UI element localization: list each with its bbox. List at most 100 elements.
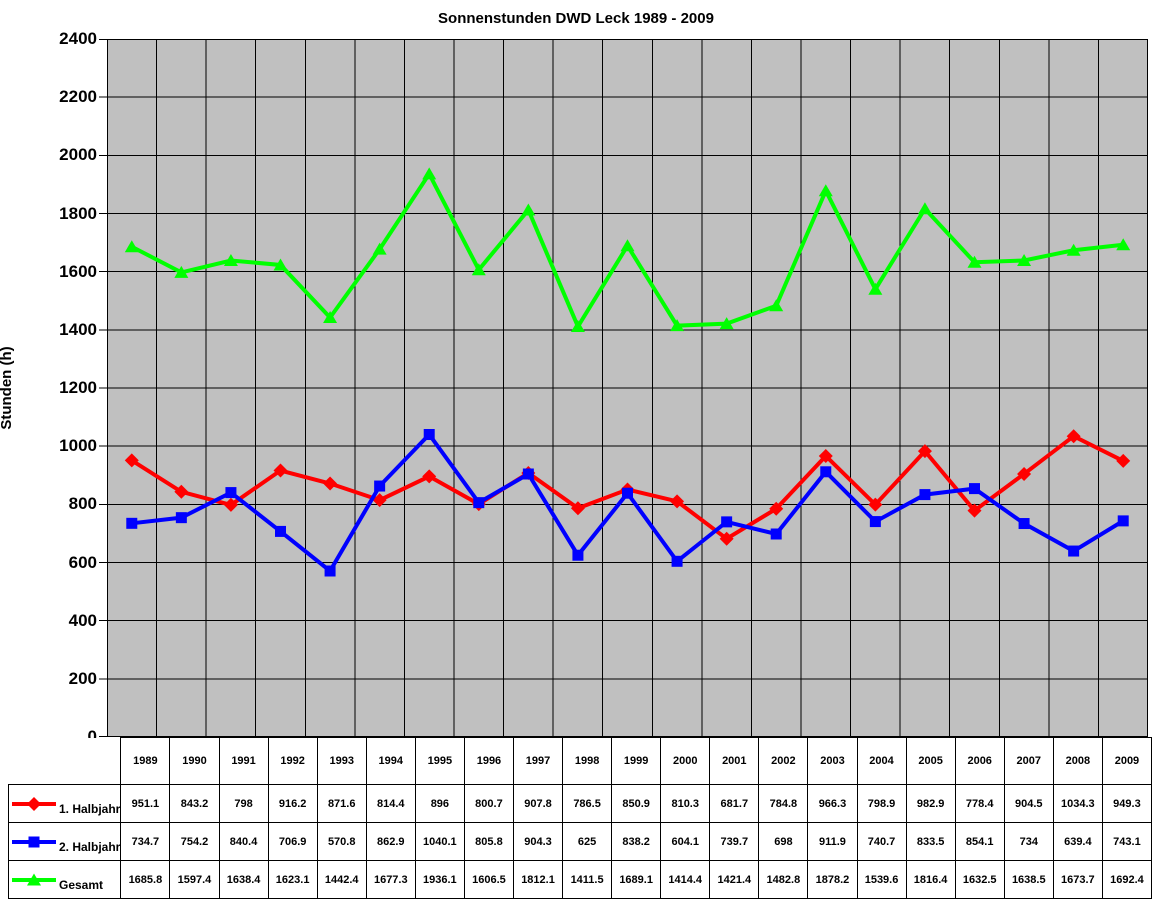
year-header-cell: 2001 [709,737,760,785]
value-cell: 625 [562,822,613,861]
year-header-cell: 2004 [856,737,907,785]
value-cell: 896 [414,784,465,823]
value-cell: 907.8 [512,784,564,823]
square-marker-icon [374,480,386,492]
diamond-marker-icon [719,531,734,546]
diamond-marker-icon [273,463,288,478]
triangle-marker-icon [769,299,784,312]
value-cell: 850.9 [611,784,662,823]
year-header-cell: 2007 [1003,737,1054,785]
value-cell: 739.7 [709,822,760,861]
legend-triangle-icon [12,873,56,885]
square-marker-icon [1117,515,1129,527]
triangle-marker-icon [521,203,536,216]
y-tick-label: 400 [68,610,97,630]
diamond-marker-icon [124,453,139,468]
value-cell: 698 [758,822,809,861]
diamond-marker-icon [372,493,387,508]
value-cell: 1632.5 [954,860,1005,899]
year-header-cell: 1989 [120,737,171,785]
value-cell: 1623.1 [267,860,318,899]
value-cell: 800.7 [463,784,514,823]
value-cell: 904.5 [1003,784,1054,823]
value-cell: 734.7 [120,822,171,861]
value-cell: 854.1 [954,822,1005,861]
triangle-marker-icon [422,167,437,180]
diamond-marker-icon [1066,429,1081,444]
y-tick-label: 1800 [59,203,97,223]
diamond-marker-icon [570,501,585,516]
legend-diamond-icon [12,796,56,811]
value-cell: 1421.4 [709,860,760,899]
legend-square-icon [12,836,56,847]
value-cell: 1936.1 [414,860,465,899]
plot-grid [107,39,1148,737]
value-cell: 1677.3 [365,860,416,899]
square-marker-icon [721,516,733,528]
value-cell: 740.7 [856,822,907,861]
value-cell: 778.4 [954,784,1005,823]
year-header-cell: 2006 [954,737,1005,785]
value-cell: 1638.5 [1003,860,1054,899]
square-marker-icon [969,483,980,495]
diamond-marker-icon [967,503,982,518]
year-header-cell: 2005 [905,737,956,785]
value-cell: 833.5 [905,822,956,861]
diamond-marker-icon [1017,466,1032,481]
value-cell: 798 [218,784,269,823]
diamond-marker-icon [670,494,685,509]
value-cell: 1442.4 [316,860,367,899]
diamond-marker-icon [818,448,833,463]
plot-area [107,39,1148,737]
triangle-marker-icon [174,265,189,278]
triangle-marker-icon [1066,243,1081,256]
diamond-marker-icon [868,497,883,512]
y-tick-label: 1400 [59,319,97,339]
value-cell: 951.1 [120,784,171,823]
value-cell: 786.5 [562,784,613,823]
table-corner-blank [8,737,121,785]
value-cell: 570.8 [316,822,367,861]
value-cell: 706.9 [267,822,318,861]
legend-cell: 1. Halbjahr [7,784,122,823]
square-marker-icon [126,517,138,529]
value-cell: 1689.1 [611,860,662,899]
diamond-marker-icon [1116,453,1131,468]
value-cell: 911.9 [807,822,858,861]
series-2-halbjahr [126,429,1129,577]
data-table: 1989 1990 1991 1992 1993 1994 1995 1996 1997 1998… [7,737,1152,899]
y-tick-label: 200 [68,668,97,688]
legend-label: Gesamt [59,877,104,892]
value-cell: 1673.7 [1052,860,1103,899]
triangle-marker-icon [1116,238,1131,251]
value-cell: 805.8 [463,822,514,861]
year-header-cell: 1991 [218,737,269,785]
square-marker-icon [275,525,286,537]
value-cell: 1411.5 [562,860,613,899]
triangle-marker-icon [719,317,734,330]
diamond-marker-icon [769,501,784,516]
y-tick-label: 2200 [59,87,97,107]
year-header-cell: 1997 [512,737,564,785]
value-cell: 1414.4 [660,860,711,899]
value-cell: 862.9 [365,822,416,861]
value-cell: 1816.4 [905,860,956,899]
value-cell: 754.2 [169,822,220,861]
value-cell: 843.2 [169,784,220,823]
legend-cell: Gesamt [7,860,122,899]
value-cell: 1692.4 [1101,860,1152,899]
year-header-cell: 1992 [267,737,318,785]
triangle-marker-icon [323,311,338,324]
value-cell: 734 [1003,822,1054,861]
y-tick-label: 2400 [59,29,97,48]
value-cell: 838.2 [611,822,662,861]
legend-cell: 2. Halbjahr [7,822,122,861]
value-cell: 681.7 [709,784,760,823]
value-cell: 1812.1 [512,860,564,899]
year-header-cell: 1996 [463,737,514,785]
value-cell: 1040.1 [414,822,465,861]
value-cell: 798.9 [856,784,907,823]
square-marker-icon [522,468,534,480]
diamond-marker-icon [223,497,238,512]
